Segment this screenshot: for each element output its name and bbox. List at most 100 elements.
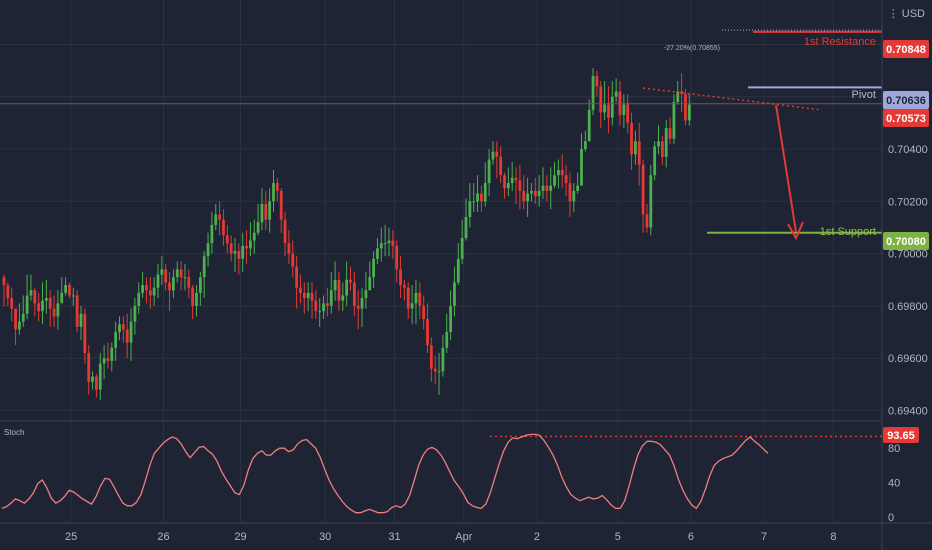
candle-body[interactable] bbox=[583, 141, 587, 150]
candle-body[interactable] bbox=[148, 290, 152, 296]
candle-body[interactable] bbox=[510, 177, 514, 184]
candle-body[interactable] bbox=[241, 245, 245, 259]
candles-group[interactable] bbox=[2, 67, 691, 401]
candle-body[interactable] bbox=[322, 303, 325, 312]
candle-body[interactable] bbox=[114, 332, 118, 348]
candle-body[interactable] bbox=[480, 193, 483, 202]
candle-body[interactable] bbox=[306, 292, 310, 299]
candle-body[interactable] bbox=[406, 287, 410, 309]
candle-body[interactable] bbox=[437, 371, 441, 373]
candle-body[interactable] bbox=[152, 287, 156, 296]
candle-body[interactable] bbox=[568, 183, 572, 202]
candle-body[interactable] bbox=[591, 75, 595, 110]
candle-body[interactable] bbox=[637, 141, 641, 165]
candle-body[interactable] bbox=[310, 292, 314, 301]
candle-body[interactable] bbox=[187, 277, 191, 288]
candle-body[interactable] bbox=[79, 313, 83, 327]
candle-body[interactable] bbox=[206, 243, 210, 257]
candle-body[interactable] bbox=[41, 300, 44, 312]
candle-body[interactable] bbox=[530, 190, 533, 194]
candle-body[interactable] bbox=[160, 269, 164, 275]
candle-body[interactable] bbox=[164, 269, 168, 283]
candle-body[interactable] bbox=[14, 308, 17, 330]
candle-body[interactable] bbox=[657, 141, 660, 147]
candle-body[interactable] bbox=[168, 282, 171, 291]
candle-body[interactable] bbox=[445, 332, 449, 348]
candle-body[interactable] bbox=[68, 285, 71, 296]
candle-body[interactable] bbox=[314, 300, 318, 312]
time-axis[interactable]: 25 26 29 30 31 Apr 2 5 6 7 8 bbox=[65, 531, 836, 543]
candle-body[interactable] bbox=[610, 96, 614, 118]
candle-body[interactable] bbox=[576, 185, 580, 191]
stoch-panel[interactable] bbox=[1, 433, 882, 514]
candle-body[interactable] bbox=[464, 217, 468, 238]
candle-body[interactable] bbox=[18, 321, 21, 330]
candle-body[interactable] bbox=[172, 277, 175, 291]
candle-body[interactable] bbox=[295, 266, 298, 288]
candle-body[interactable] bbox=[25, 295, 29, 314]
candle-body[interactable] bbox=[668, 128, 672, 139]
candle-body[interactable] bbox=[249, 240, 252, 249]
candle-body[interactable] bbox=[141, 285, 144, 293]
candle-body[interactable] bbox=[233, 251, 237, 254]
candle-body[interactable] bbox=[341, 295, 345, 301]
candle-body[interactable] bbox=[545, 185, 549, 191]
candle-body[interactable] bbox=[533, 190, 537, 197]
candle-body[interactable] bbox=[333, 279, 337, 291]
candle-body[interactable] bbox=[653, 146, 657, 176]
candle-body[interactable] bbox=[379, 243, 383, 249]
candle-body[interactable] bbox=[372, 258, 375, 278]
candle-body[interactable] bbox=[291, 253, 295, 267]
candle-body[interactable] bbox=[518, 180, 522, 191]
candle-body[interactable] bbox=[376, 248, 379, 259]
candle-body[interactable] bbox=[202, 256, 206, 278]
candle-body[interactable] bbox=[195, 292, 198, 306]
candle-body[interactable] bbox=[102, 358, 106, 364]
candle-body[interactable] bbox=[191, 287, 195, 306]
candle-body[interactable] bbox=[10, 298, 14, 309]
candle-body[interactable] bbox=[630, 122, 633, 155]
candle-body[interactable] bbox=[622, 104, 626, 116]
candle-body[interactable] bbox=[587, 109, 591, 142]
candle-body[interactable] bbox=[503, 175, 506, 189]
candle-body[interactable] bbox=[37, 303, 41, 312]
candle-body[interactable] bbox=[626, 104, 630, 123]
candle-body[interactable] bbox=[229, 243, 233, 254]
candle-body[interactable] bbox=[607, 104, 610, 118]
candle-body[interactable] bbox=[564, 175, 568, 184]
candle-body[interactable] bbox=[110, 347, 114, 361]
candle-body[interactable] bbox=[487, 159, 491, 184]
candle-body[interactable] bbox=[634, 141, 637, 155]
candle-body[interactable] bbox=[541, 185, 545, 191]
candle-body[interactable] bbox=[449, 305, 452, 333]
candle-body[interactable] bbox=[326, 303, 329, 306]
candle-body[interactable] bbox=[2, 277, 6, 286]
candle-body[interactable] bbox=[252, 232, 256, 241]
candle-body[interactable] bbox=[641, 164, 645, 215]
candle-body[interactable] bbox=[537, 190, 541, 197]
candle-body[interactable] bbox=[414, 292, 418, 304]
candle-body[interactable] bbox=[175, 269, 179, 278]
candle-body[interactable] bbox=[210, 224, 214, 244]
candle-body[interactable] bbox=[329, 290, 333, 306]
candle-body[interactable] bbox=[599, 86, 603, 113]
candle-body[interactable] bbox=[426, 319, 429, 346]
candle-body[interactable] bbox=[495, 151, 499, 157]
candle-body[interactable] bbox=[299, 287, 302, 293]
candle-body[interactable] bbox=[237, 251, 241, 259]
candle-body[interactable] bbox=[318, 311, 322, 313]
candle-body[interactable] bbox=[87, 353, 91, 382]
candle-body[interactable] bbox=[460, 237, 464, 259]
candle-body[interactable] bbox=[91, 376, 94, 382]
stoch-line[interactable] bbox=[1, 433, 769, 514]
candle-body[interactable] bbox=[403, 285, 406, 288]
candle-body[interactable] bbox=[618, 91, 622, 116]
candle-body[interactable] bbox=[418, 292, 422, 306]
candle-body[interactable] bbox=[595, 75, 599, 87]
candle-body[interactable] bbox=[472, 201, 476, 203]
candle-body[interactable] bbox=[60, 292, 64, 304]
candle-body[interactable] bbox=[429, 345, 433, 369]
candle-body[interactable] bbox=[29, 290, 33, 296]
candle-body[interactable] bbox=[364, 290, 368, 299]
candle-body[interactable] bbox=[260, 203, 264, 223]
